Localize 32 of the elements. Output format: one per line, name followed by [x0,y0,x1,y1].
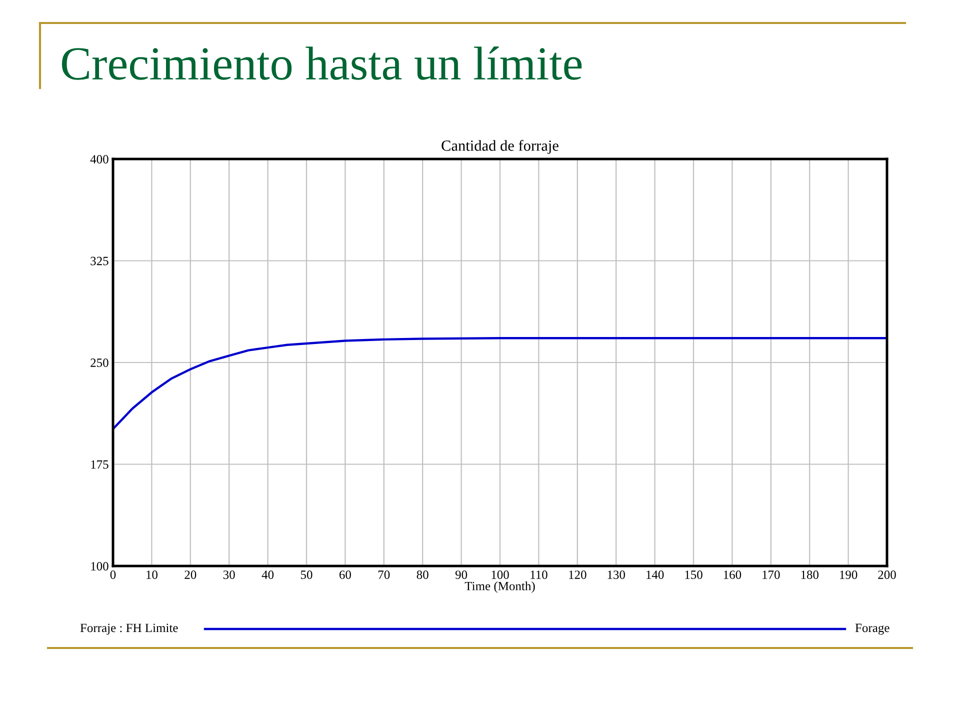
x-axis-title: Time (Month) [464,582,535,593]
text: Forraje : FH Limite [80,624,178,635]
x-tick-label: 20 [184,570,196,579]
x-tick-label: 140 [646,570,664,579]
x-tick-label: 150 [685,570,702,579]
chart-title: Crecimiento hasta un límite [62,46,582,80]
chart-subtitle: Cantidad de forraje [442,140,558,154]
y-tick-label: 175 [91,460,108,469]
text: Forage [855,624,890,635]
x-tick-label: 80 [416,570,428,579]
x-tick-label: 70 [378,570,390,579]
x-tick-label: 200 [878,570,896,579]
y-tick-label: 100 [91,562,108,570]
x-tick-label: 40 [262,570,274,579]
x-tick-label: 160 [724,570,742,579]
x-tick-label: 110 [530,570,548,579]
x-tick-label: 180 [801,570,818,579]
y-tick-label: 250 [90,358,108,367]
x-tick-label: 100 [492,570,509,579]
x-tick-label: 60 [339,570,351,579]
x-tick-label: 190 [840,570,858,579]
x-tick-label: 30 [223,570,235,579]
x-tick-label: 120 [569,570,586,579]
x-tick-label: 170 [762,570,780,579]
line-series [113,336,887,430]
y-tick-label: 325 [90,256,108,266]
x-tick-label: 90 [455,570,468,579]
y-tick-label: 400 [90,155,108,164]
x-tick-label: 130 [608,570,625,579]
x-tick-label: 50 [300,570,312,579]
x-tick-label: 0 [110,570,116,579]
x-tick-label: 10 [146,570,158,579]
